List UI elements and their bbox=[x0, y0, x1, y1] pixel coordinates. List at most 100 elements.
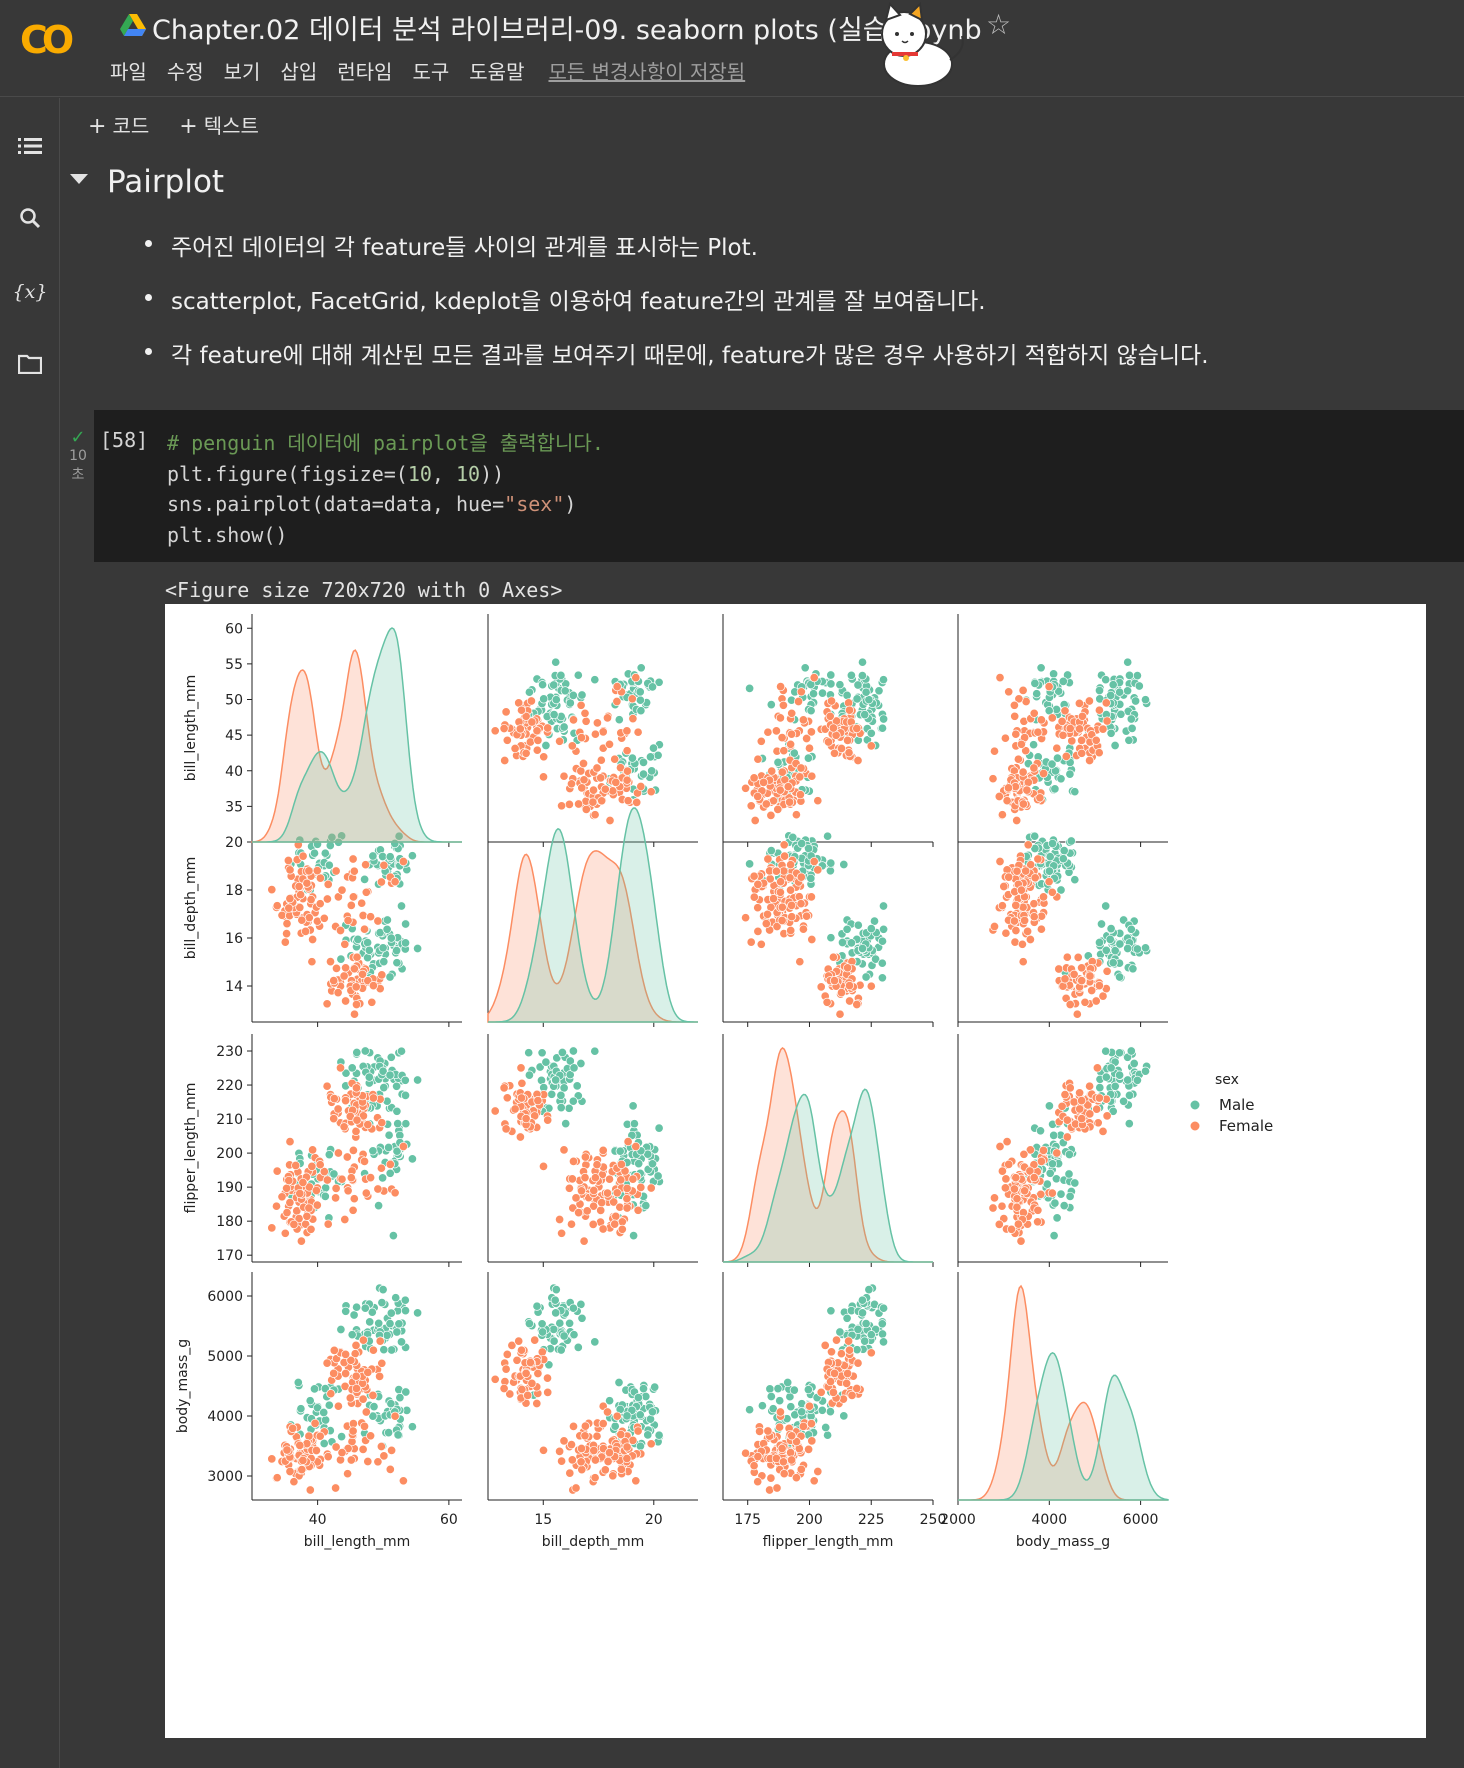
scatter-point bbox=[646, 1439, 656, 1449]
scatter-point bbox=[1058, 676, 1068, 686]
scatter-point bbox=[605, 1396, 615, 1406]
save-status-link[interactable]: 모든 변경사항이 저장됨 bbox=[548, 60, 746, 84]
scatter-point bbox=[400, 1306, 411, 1316]
variables-icon[interactable]: {x} bbox=[12, 281, 48, 303]
table-of-contents-icon[interactable] bbox=[16, 132, 44, 160]
menu-runtime[interactable]: 런타임 bbox=[337, 60, 393, 84]
x-tick-label: 200 bbox=[796, 1512, 823, 1528]
scatter-point bbox=[360, 1046, 370, 1056]
legend-marker bbox=[1189, 1099, 1201, 1111]
scatter-point bbox=[1098, 1126, 1108, 1136]
scatter-point bbox=[1049, 1130, 1059, 1140]
scatter-point bbox=[1004, 687, 1014, 697]
menu-tools[interactable]: 도구 bbox=[412, 60, 450, 84]
scatter-point bbox=[631, 673, 641, 683]
scatter-point bbox=[556, 1345, 566, 1355]
scatter-point bbox=[772, 1483, 782, 1493]
scatter-point bbox=[825, 866, 835, 876]
scatter-point bbox=[1047, 887, 1057, 897]
scatter-point bbox=[785, 873, 795, 883]
scatter-point bbox=[636, 1182, 646, 1192]
scatter-point bbox=[750, 815, 760, 826]
scatter-point bbox=[282, 919, 292, 929]
add-text-button[interactable]: + 텍스트 bbox=[179, 114, 259, 139]
scatter-point bbox=[588, 1219, 598, 1229]
code-cell[interactable] bbox=[94, 410, 1464, 562]
colab-logo[interactable]: CO bbox=[20, 18, 74, 62]
menu-help[interactable]: 도움말 bbox=[469, 60, 525, 84]
scatter-point bbox=[407, 851, 417, 861]
scatter-point bbox=[645, 752, 656, 762]
scatter-point bbox=[638, 769, 649, 779]
scatter-point bbox=[1033, 854, 1043, 864]
star-icon[interactable]: ☆ bbox=[986, 8, 1012, 41]
scatter-point bbox=[988, 774, 998, 784]
scatter-point bbox=[580, 708, 590, 718]
scatter-point bbox=[311, 1185, 321, 1196]
scatter-point bbox=[304, 866, 314, 876]
scatter-point bbox=[319, 1407, 329, 1418]
scatter-point bbox=[836, 1349, 846, 1359]
scatter-point bbox=[877, 1319, 887, 1329]
scatter-point bbox=[374, 1201, 384, 1211]
scatter-point bbox=[557, 801, 567, 811]
scatter-point bbox=[385, 972, 395, 982]
scatter-point bbox=[1140, 943, 1151, 953]
scatter-point bbox=[804, 743, 815, 753]
scatter-point bbox=[802, 911, 812, 921]
scatter-point bbox=[636, 663, 646, 673]
scatter-point bbox=[777, 1443, 787, 1454]
scatter-point bbox=[537, 1319, 547, 1329]
scatter-point bbox=[596, 755, 606, 765]
drive-icon[interactable] bbox=[120, 14, 146, 36]
menu-file[interactable]: 파일 bbox=[110, 60, 147, 84]
scatter-point bbox=[378, 1285, 388, 1295]
scatter-point bbox=[501, 1364, 511, 1374]
menu-insert[interactable]: 삽입 bbox=[280, 60, 318, 84]
scatter-point bbox=[1101, 675, 1111, 685]
scatter-point bbox=[638, 757, 649, 767]
scatter-point bbox=[766, 810, 776, 820]
scatter-point bbox=[576, 1186, 587, 1196]
scatter-point bbox=[407, 1422, 417, 1432]
scatter-point bbox=[499, 1083, 509, 1093]
run-status[interactable]: ✓ 10 초 bbox=[68, 427, 88, 484]
search-icon[interactable] bbox=[16, 204, 44, 232]
scatter-point bbox=[590, 1173, 600, 1183]
scatter-point bbox=[600, 1465, 610, 1475]
scatter-point bbox=[779, 1469, 789, 1479]
scatter-point bbox=[1074, 698, 1084, 708]
code-editor[interactable]: # penguin 데이터에 pairplot을 출력합니다. plt.figu… bbox=[167, 428, 604, 550]
scatter-point bbox=[1019, 1149, 1029, 1159]
scatter-point bbox=[551, 1075, 561, 1085]
scatter-point bbox=[596, 1205, 606, 1215]
scatter-point bbox=[574, 1208, 584, 1218]
scatter-point bbox=[359, 1156, 370, 1166]
files-icon[interactable] bbox=[16, 350, 44, 378]
scatter-point bbox=[866, 741, 876, 751]
scatter-point bbox=[376, 877, 386, 887]
scatter-point bbox=[347, 1063, 357, 1073]
scatter-point bbox=[280, 937, 290, 947]
scatter-point bbox=[1030, 831, 1040, 841]
scatter-point bbox=[826, 1306, 836, 1316]
scatter-point bbox=[359, 924, 370, 934]
add-code-button[interactable]: + 코드 bbox=[88, 114, 150, 139]
scatter-point bbox=[871, 954, 881, 964]
scatter-point bbox=[1011, 925, 1021, 936]
scatter-point bbox=[378, 851, 388, 862]
scatter-point bbox=[305, 1485, 315, 1495]
collapse-caret-icon[interactable] bbox=[70, 174, 88, 184]
scatter-point bbox=[766, 700, 776, 710]
scatter-point bbox=[363, 1120, 373, 1130]
scatter-point bbox=[352, 952, 362, 962]
scatter-point bbox=[331, 1483, 341, 1493]
menu-view[interactable]: 보기 bbox=[223, 60, 261, 84]
scatter-point bbox=[1029, 763, 1039, 773]
scatter-point bbox=[804, 1401, 815, 1411]
notebook-title[interactable]: Chapter.02 데이터 분석 라이브러리-09. seaborn plot… bbox=[152, 15, 982, 46]
scatter-point bbox=[1020, 1186, 1030, 1196]
menu-edit[interactable]: 수정 bbox=[166, 60, 204, 84]
scatter-point bbox=[358, 1335, 368, 1345]
scatter-point bbox=[1072, 1009, 1082, 1019]
